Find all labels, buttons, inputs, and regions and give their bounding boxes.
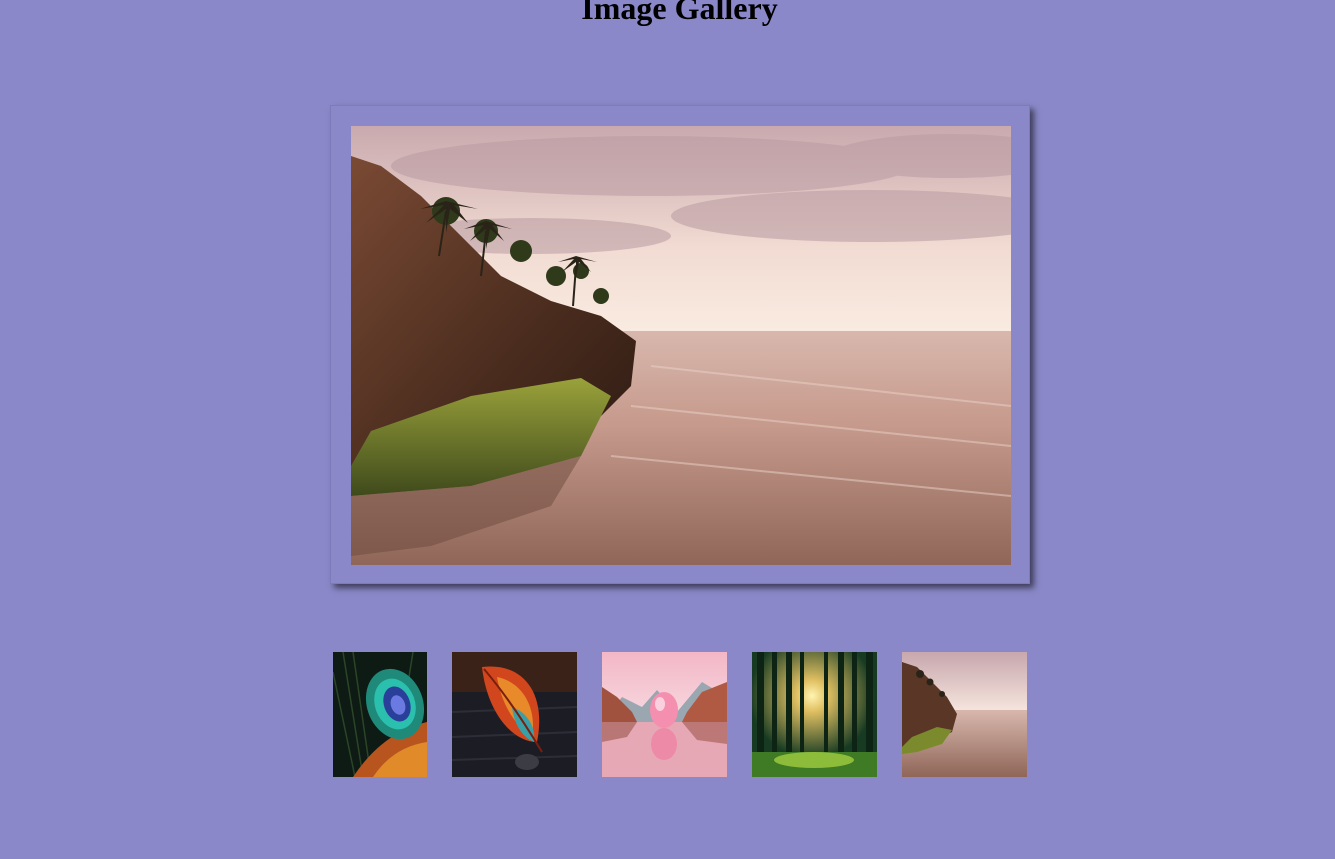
main-image-frame <box>330 105 1030 584</box>
peacock-feather-icon <box>333 652 427 777</box>
page-title: Image Gallery <box>581 0 778 26</box>
thumbnail-strip <box>0 652 1335 777</box>
thumbnail-4[interactable] <box>752 652 877 777</box>
pink-sphere-lake-icon <box>602 652 727 777</box>
beach-sunset-rocks-icon <box>902 652 1027 777</box>
sunlit-forest-icon <box>752 652 877 777</box>
autumn-leaf-icon <box>452 652 577 777</box>
main-image <box>351 126 1011 565</box>
beach-sunset-rocks-icon <box>351 126 1011 565</box>
thumbnail-5[interactable] <box>902 652 1027 777</box>
thumbnail-1[interactable] <box>333 652 427 777</box>
thumbnail-2[interactable] <box>452 652 577 777</box>
thumbnail-3[interactable] <box>602 652 727 777</box>
